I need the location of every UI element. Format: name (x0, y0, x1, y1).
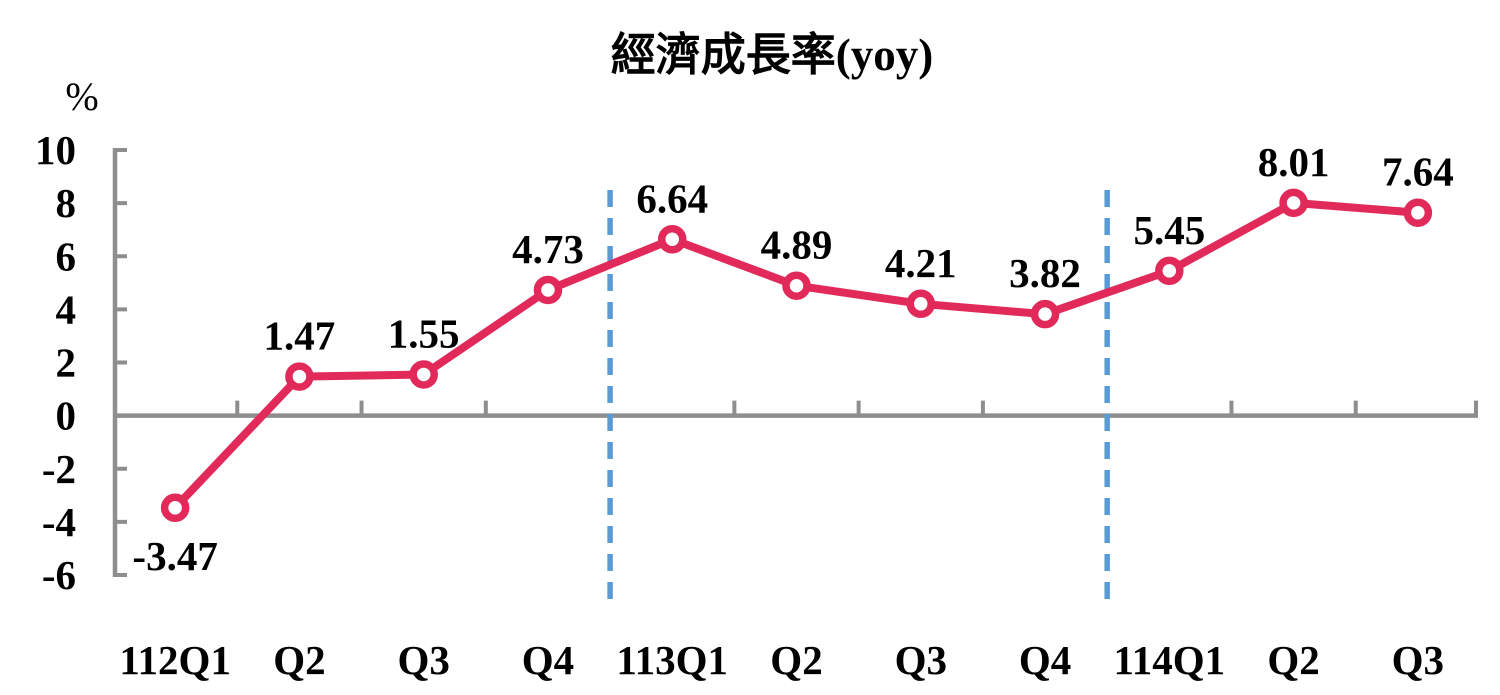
x-axis-label: Q4 (1019, 637, 1071, 683)
chart-layer: 10 8 6 4 2 0 -2 -4 -6 112Q1 Q2 Q3 Q4 113Q1 Q2 Q3 Q4 114Q1… (35, 127, 1478, 683)
y-axis-tick-label: 0 (56, 393, 77, 439)
chart-title: 經濟成長率(yoy) (611, 30, 933, 80)
x-axis-label: Q4 (522, 637, 574, 683)
data-point-marker (1279, 188, 1308, 218)
y-axis-tick-label: 2 (56, 340, 77, 386)
y-axis-tick-label: 8 (56, 180, 77, 226)
x-axis-label: Q2 (770, 637, 822, 683)
data-point-label: 7.64 (1382, 149, 1454, 195)
y-axis-unit-label: % (65, 74, 98, 119)
x-axis-label: 113Q1 (616, 637, 728, 683)
x-axis-label: Q3 (895, 637, 947, 683)
data-point-marker (409, 360, 438, 389)
y-axis-tick-label: 10 (35, 127, 76, 173)
x-axis-label: Q2 (273, 637, 325, 683)
data-point-marker (1030, 299, 1060, 329)
data-point-marker (533, 275, 563, 305)
y-axis-tick-label: 4 (56, 286, 77, 332)
y-axis-tick-label: -2 (42, 446, 76, 492)
y-axis-tick-label: -4 (42, 499, 76, 545)
x-axis-label: Q2 (1267, 637, 1319, 683)
data-point-marker (160, 493, 190, 523)
data-point-marker (285, 362, 314, 391)
data-point-label: 4.89 (761, 222, 833, 268)
x-axis-label: 114Q1 (1113, 637, 1225, 683)
data-point-label: 8.01 (1258, 139, 1330, 185)
data-point-marker (1155, 256, 1184, 286)
x-axis-label: Q3 (1392, 637, 1444, 683)
data-point-label: 6.64 (636, 175, 708, 221)
data-point-label: 3.82 (1009, 250, 1081, 296)
data-point-marker (906, 289, 936, 319)
data-point-label: 5.45 (1133, 207, 1205, 253)
data-point-label: 4.21 (885, 240, 957, 286)
data-point-label: 1.55 (388, 310, 460, 356)
y-axis-tick-label: 6 (56, 233, 77, 279)
data-point-marker (657, 225, 687, 254)
x-axis-label: 112Q1 (119, 637, 231, 683)
x-axis-label: Q3 (397, 637, 449, 683)
data-point-label: 1.47 (264, 313, 336, 359)
data-point-marker (1403, 198, 1433, 227)
y-axis-tick-label: -6 (42, 552, 76, 598)
data-point-label: 4.73 (512, 226, 584, 272)
data-point-marker (782, 271, 811, 300)
data-point-label: -3.47 (132, 533, 217, 579)
